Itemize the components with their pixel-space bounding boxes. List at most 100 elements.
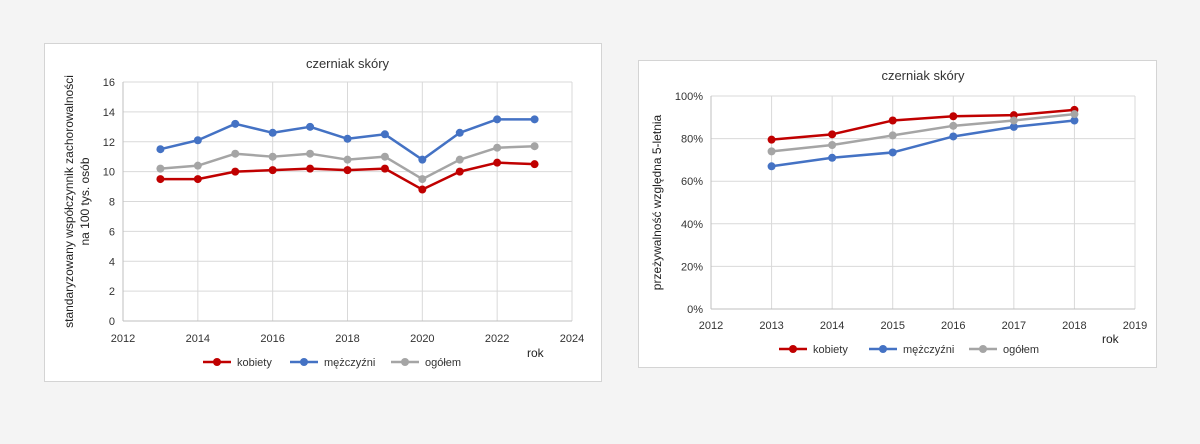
y-tick-label: 16 <box>103 77 115 89</box>
y-tick-label: 0 <box>109 316 115 328</box>
legend-label-ogolem: ogółem <box>425 357 461 369</box>
data-point-ogolem <box>949 121 958 130</box>
y-tick-label: 12 <box>103 137 115 149</box>
legend-label-kobiety: kobiety <box>813 344 848 356</box>
data-point-ogolem <box>306 149 315 158</box>
legend-swatch-marker-ogolem <box>401 358 409 366</box>
y-tick-label: 20% <box>681 261 703 273</box>
data-point-ogolem <box>418 175 427 184</box>
legend-item-kobiety: kobiety <box>779 344 848 356</box>
x-tick-label: 2016 <box>260 333 284 345</box>
data-point-mezczyzni <box>1070 116 1079 125</box>
y-tick-label: 14 <box>103 107 115 119</box>
y-axis-label: przeżywalność względna 5-letnia <box>650 114 664 290</box>
data-point-kobiety <box>530 160 539 169</box>
x-axis-label: rok <box>1102 332 1120 346</box>
data-point-kobiety <box>193 175 202 184</box>
data-point-ogolem <box>767 147 776 156</box>
y-axis-label: standaryzowany współczynnik zachorowalno… <box>62 75 76 328</box>
legend-label-kobiety: kobiety <box>237 357 272 369</box>
chart-incidence-panel: czerniak skóry 0 2 4 6 8 10 12 14 16 2012 2014 2016 2… <box>44 43 602 382</box>
x-tick-label: 2012 <box>111 333 135 345</box>
data-point-kobiety <box>306 164 315 173</box>
y-tick-label: 2 <box>109 286 115 298</box>
x-tick-label: 2024 <box>560 333 584 345</box>
y-tick-label: 40% <box>681 219 703 231</box>
data-point-ogolem <box>156 164 165 173</box>
legend-swatch-marker-mezczyzni <box>300 358 308 366</box>
data-point-mezczyzni <box>268 128 277 137</box>
legend-swatch-marker-ogolem <box>979 345 987 353</box>
data-point-mezczyzni <box>193 136 202 145</box>
y-tick-label: 8 <box>109 197 115 209</box>
data-point-mezczyzni <box>380 130 389 139</box>
legend-item-mezczyzni: mężczyźni <box>869 344 954 356</box>
x-tick-label: 2015 <box>880 320 904 332</box>
data-point-kobiety <box>380 164 389 173</box>
y-tick-label: 80% <box>681 134 703 146</box>
data-point-ogolem <box>455 155 464 164</box>
legend-label-mezczyzni: mężczyźni <box>903 344 954 356</box>
chart-title: czerniak skóry <box>306 56 390 71</box>
y-tick-label: 6 <box>109 226 115 238</box>
data-point-ogolem <box>380 152 389 161</box>
x-tick-label: 2014 <box>820 320 844 332</box>
data-point-ogolem <box>231 149 240 158</box>
data-point-mezczyzni <box>1009 122 1018 131</box>
data-point-kobiety <box>888 116 897 125</box>
legend-item-ogolem: ogółem <box>391 357 461 369</box>
data-point-kobiety <box>828 130 837 139</box>
data-point-mezczyzni <box>949 132 958 141</box>
data-point-mezczyzni <box>828 153 837 162</box>
legend-swatch-marker-kobiety <box>213 358 221 366</box>
y-tick-label: 4 <box>109 256 115 268</box>
data-point-mezczyzni <box>418 155 427 164</box>
x-tick-label: 2013 <box>759 320 783 332</box>
data-point-mezczyzni <box>530 115 539 124</box>
chart-survival: czerniak skóry 0% 20% 40% 60% 80% 100% 2012 2013… <box>650 68 1147 356</box>
data-point-kobiety <box>156 175 165 184</box>
x-tick-label: 2016 <box>941 320 965 332</box>
data-point-mezczyzni <box>306 122 315 131</box>
legend-label-mezczyzni: mężczyźni <box>324 357 375 369</box>
x-tick-label: 2018 <box>1062 320 1086 332</box>
series-line-mezczyzni <box>771 119 1075 168</box>
data-point-ogolem <box>530 142 539 151</box>
x-tick-label: 2019 <box>1123 320 1147 332</box>
data-point-mezczyzni <box>231 119 240 128</box>
x-tick-label: 2022 <box>485 333 509 345</box>
data-point-ogolem <box>1009 116 1018 125</box>
y-tick-label: 100% <box>675 91 703 103</box>
data-point-kobiety <box>343 166 352 175</box>
y-tick-label: 0% <box>687 304 703 316</box>
legend-item-ogolem: ogółem <box>969 344 1039 356</box>
data-point-ogolem <box>493 143 502 152</box>
x-tick-label: 2020 <box>410 333 434 345</box>
data-point-mezczyzni <box>156 145 165 154</box>
data-point-kobiety <box>268 166 277 175</box>
legend-item-mezczyzni: mężczyźni <box>290 357 375 369</box>
data-point-kobiety <box>231 167 240 176</box>
legend-swatch-marker-kobiety <box>789 345 797 353</box>
series-line-kobiety <box>771 108 1075 141</box>
data-point-mezczyzni <box>493 115 502 124</box>
data-point-mezczyzni <box>767 162 776 171</box>
x-tick-label: 2018 <box>335 333 359 345</box>
data-point-ogolem <box>1070 110 1079 119</box>
data-point-mezczyzni <box>343 134 352 143</box>
x-tick-label: 2012 <box>699 320 723 332</box>
data-point-mezczyzni <box>455 128 464 137</box>
y-axis-label: na 100 tys. osób <box>78 157 92 245</box>
data-point-ogolem <box>828 140 837 149</box>
legend-swatch-marker-mezczyzni <box>879 345 887 353</box>
data-point-mezczyzni <box>888 148 897 157</box>
chart-title: czerniak skóry <box>881 68 965 83</box>
x-axis-label: rok <box>527 346 545 360</box>
y-tick-label: 60% <box>681 176 703 188</box>
y-tick-label: 10 <box>103 167 115 179</box>
data-point-kobiety <box>767 135 776 144</box>
x-tick-label: 2014 <box>186 333 210 345</box>
data-point-ogolem <box>193 161 202 170</box>
data-point-ogolem <box>343 155 352 164</box>
legend-label-ogolem: ogółem <box>1003 344 1039 356</box>
